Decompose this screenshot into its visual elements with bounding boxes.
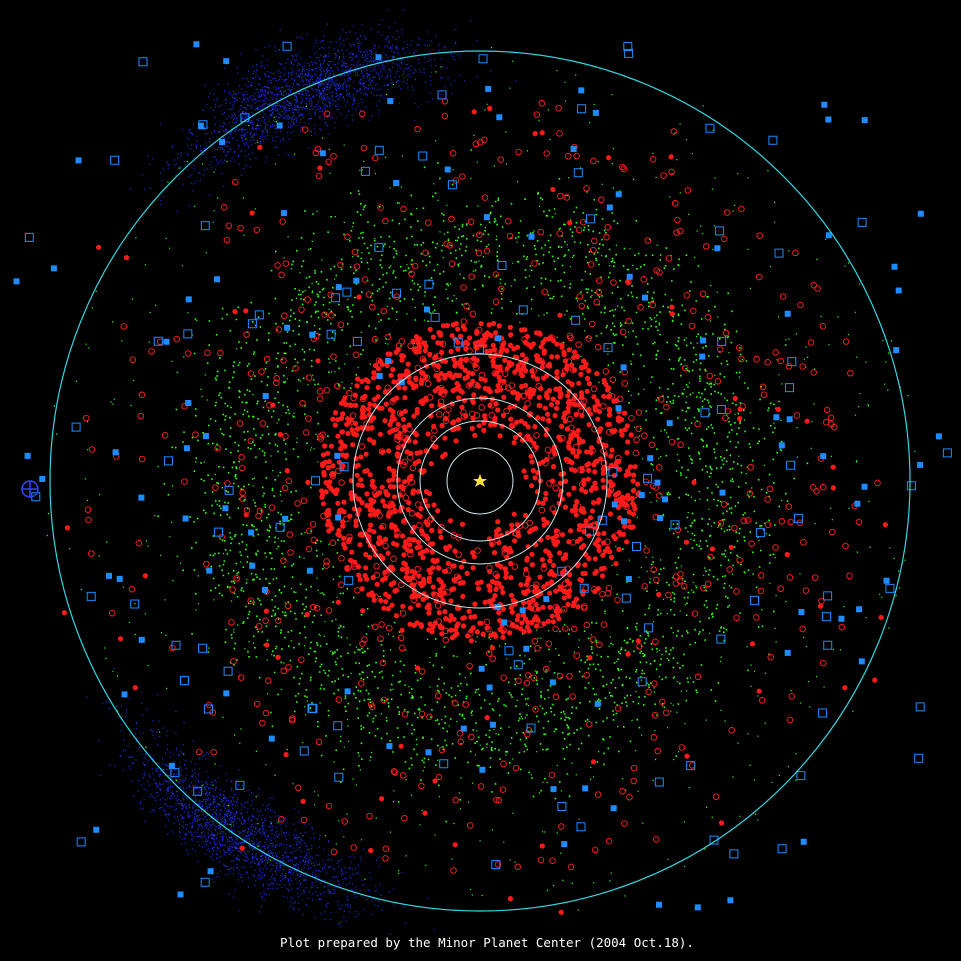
venus-orbit xyxy=(419,420,541,542)
jupiter-marker xyxy=(21,480,39,498)
dust-layer xyxy=(13,9,952,935)
sun xyxy=(473,474,487,487)
markers xyxy=(21,474,487,498)
earth-orbit xyxy=(396,397,564,565)
mars-orbit xyxy=(352,353,608,609)
jupiter-orbit xyxy=(49,50,911,912)
open-red-objects xyxy=(83,98,881,874)
mercury-orbit xyxy=(446,447,514,515)
caption: Plot prepared by the Minor Planet Center… xyxy=(280,935,694,950)
comets-open xyxy=(24,41,952,887)
orbits xyxy=(49,50,911,912)
